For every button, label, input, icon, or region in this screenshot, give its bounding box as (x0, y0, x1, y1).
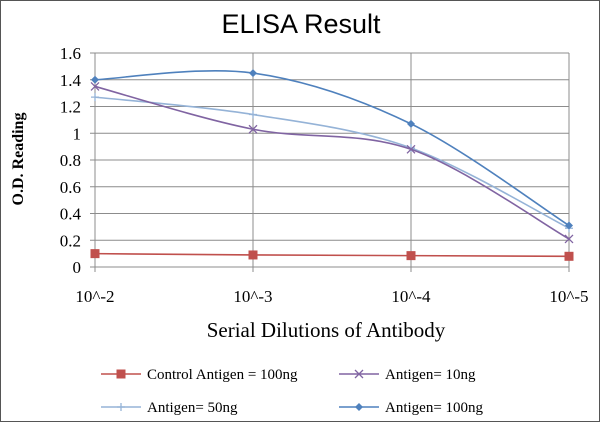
legend-label: Antigen= 10ng (385, 367, 476, 383)
series-3 (91, 69, 573, 230)
series-line (94, 70, 570, 227)
plus-marker (91, 93, 99, 102)
y-axis-label: O.D. Reading (10, 113, 27, 206)
y-tick-label: 1.4 (60, 71, 82, 90)
plus-marker (117, 403, 125, 411)
legend-label: Control Antigen = 100ng (147, 367, 298, 383)
diamond-marker (355, 403, 363, 411)
square-marker (406, 251, 416, 261)
y-tick-label: 0 (73, 258, 82, 277)
square-marker (116, 369, 126, 379)
y-tick-label: 1.2 (60, 98, 81, 117)
diamond-marker (249, 69, 257, 78)
x-axis-label: Serial Dilutions of Antibody (207, 318, 446, 342)
legend-label: Antigen= 100ng (385, 400, 484, 416)
x-tick-label: 10^-5 (549, 287, 588, 306)
y-tick-label: 0.4 (60, 205, 82, 224)
diamond-marker (565, 221, 573, 230)
gridlines (90, 52, 570, 272)
chart-title: ELISA Result (221, 9, 381, 39)
diamond-marker (91, 75, 99, 84)
x-tick-label: 10^-4 (391, 287, 431, 306)
series-line (94, 96, 570, 229)
diamond-marker (407, 119, 415, 128)
x-marker (248, 124, 258, 134)
series-1 (90, 81, 574, 244)
x-marker (564, 234, 574, 244)
x-marker (406, 144, 416, 154)
plus-marker (249, 110, 257, 119)
y-tick-label: 0.6 (60, 178, 81, 197)
y-tick-label: 0.8 (60, 151, 81, 170)
y-tick-label: 0.2 (60, 231, 81, 250)
x-tick-label: 10^-2 (75, 287, 114, 306)
legend-item: Control Antigen = 100ng (101, 367, 298, 383)
legend-item: Antigen= 10ng (339, 367, 476, 383)
y-tick-label: 1 (73, 124, 82, 143)
tick-labels: 0 0.2 0.4 0.6 0.8 1 1.2 1.4 1.6 10^-2 10^-3 10^-4 10… (60, 44, 589, 306)
x-marker (354, 369, 364, 379)
series-2 (91, 93, 573, 233)
series-0 (90, 249, 574, 261)
legend-item: Antigen= 100ng (339, 400, 484, 416)
x-tick-label: 10^-3 (233, 287, 272, 306)
square-marker (248, 250, 258, 260)
y-tick-label: 1.6 (60, 44, 81, 63)
legend-label: Antigen= 50ng (147, 400, 238, 416)
square-marker (90, 249, 100, 259)
legend-item: Antigen= 50ng (101, 400, 238, 416)
series-line (94, 252, 570, 258)
series-line (94, 85, 570, 240)
legend: Control Antigen = 100ng Antigen= 10ng Anti… (101, 367, 484, 416)
series-group (90, 69, 574, 261)
x-marker (90, 81, 100, 91)
square-marker (564, 251, 574, 261)
